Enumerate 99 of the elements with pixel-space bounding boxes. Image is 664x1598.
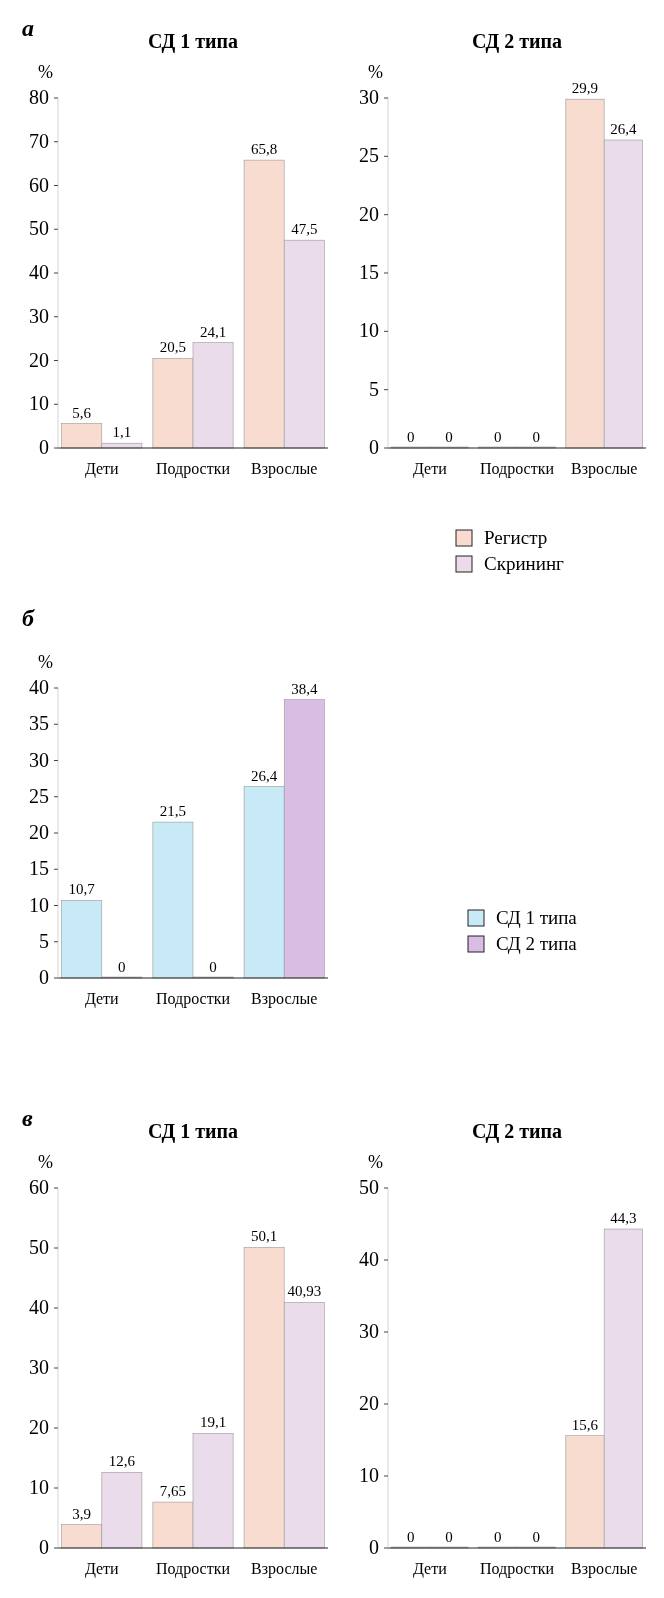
y-tick-label: 30 — [359, 86, 379, 108]
y-tick-label: 0 — [369, 436, 379, 458]
data-label: 47,5 — [291, 221, 318, 238]
x-tick-label: Подростки — [479, 1560, 555, 1578]
y-tick-label: 60 — [29, 1176, 49, 1198]
data-label: 0 — [406, 1529, 415, 1545]
text: a — [22, 15, 34, 41]
y-tick-label: 30 — [29, 748, 49, 771]
legend-label: СД 2 типа — [496, 933, 578, 954]
y-tick-label: 20 — [29, 1416, 49, 1438]
y-tick-label: 40 — [29, 1296, 49, 1318]
y-axis-title: % — [38, 1152, 53, 1172]
x-tick-label: Взрослые — [571, 460, 638, 478]
y-tick-label: 20 — [359, 1392, 379, 1414]
y-tick-label: 0 — [39, 966, 49, 988]
y-tick-label: 10 — [29, 392, 49, 415]
y-tick-label: 25 — [29, 784, 49, 807]
data-label: 38,4 — [291, 680, 318, 697]
data-label: 1,1 — [112, 424, 132, 441]
data-label: 0 — [406, 429, 415, 445]
chart-title: СД 1 типа — [147, 1120, 239, 1143]
x-tick-label: Взрослые — [571, 1560, 638, 1578]
data-label: 21,5 — [159, 803, 187, 820]
chart-title: СД 1 типа — [147, 30, 239, 53]
x-tick-label: Подростки — [155, 460, 231, 478]
y-tick-label: 40 — [29, 676, 49, 698]
y-axis-title: % — [38, 62, 53, 82]
x-tick-label: Дети — [412, 1560, 448, 1578]
data-label: 44,3 — [610, 1210, 637, 1227]
data-label: 24,1 — [199, 323, 227, 340]
data-label: 50,1 — [251, 1228, 278, 1245]
y-tick-label: 30 — [29, 1356, 49, 1378]
y-tick-label: 15 — [29, 857, 49, 880]
data-label: 10,7 — [68, 881, 96, 898]
chart-title: СД 2 типа — [471, 1120, 563, 1143]
data-label: 3,9 — [72, 1505, 92, 1522]
data-label: 0 — [494, 429, 502, 445]
x-tick-label: Дети — [84, 1560, 120, 1578]
y-tick-label: 10 — [359, 1464, 379, 1486]
y-tick-label: 5 — [369, 377, 379, 400]
x-tick-label: Подростки — [155, 990, 231, 1008]
data-label: 29,9 — [571, 80, 599, 97]
legend-label: СД 1 типа — [496, 907, 578, 928]
x-tick-label: Дети — [84, 990, 120, 1008]
data-label: 0 — [532, 429, 540, 445]
data-label: 7,65 — [159, 1483, 187, 1500]
x-tick-label: Подростки — [155, 1560, 231, 1578]
legend-label: Регистр — [484, 527, 548, 548]
data-label: 0 — [494, 1529, 502, 1545]
x-tick-label: Дети — [412, 460, 448, 478]
y-axis-title: % — [368, 62, 383, 82]
y-tick-label: 30 — [359, 1320, 379, 1342]
text: в — [22, 1105, 33, 1131]
x-tick-label: Дети — [84, 460, 120, 478]
y-tick-label: 0 — [39, 1536, 49, 1558]
data-label: 40,93 — [287, 1283, 322, 1300]
y-tick-label: 5 — [39, 929, 49, 952]
data-label: 0 — [532, 1529, 540, 1545]
y-tick-label: 50 — [29, 217, 49, 240]
chart-title: СД 2 типа — [471, 30, 563, 53]
x-tick-label: Подростки — [479, 460, 555, 478]
data-label: 26,4 — [610, 121, 637, 137]
y-axis-title: % — [38, 652, 53, 672]
data-label: 0 — [445, 429, 453, 445]
y-tick-label: 40 — [29, 261, 49, 283]
data-label: 20,5 — [159, 339, 187, 356]
y-tick-label: 20 — [359, 202, 379, 225]
data-label: 0 — [118, 959, 126, 975]
data-label: 65,8 — [251, 141, 278, 158]
data-label: 26,4 — [251, 767, 278, 784]
legend-label: Скрининг — [484, 553, 565, 574]
x-tick-label: Взрослые — [251, 460, 318, 478]
data-label: 19,1 — [199, 1414, 227, 1431]
text: б — [22, 605, 35, 631]
y-tick-label: 50 — [359, 1176, 379, 1198]
data-label: 15,6 — [571, 1416, 599, 1433]
data-label: 5,6 — [72, 404, 92, 421]
data-label: 0 — [209, 959, 217, 975]
x-tick-label: Взрослые — [251, 990, 318, 1008]
y-tick-label: 20 — [29, 348, 49, 371]
y-axis-title: % — [368, 1152, 383, 1172]
y-tick-label: 15 — [359, 261, 379, 283]
y-tick-label: 40 — [359, 1248, 379, 1270]
y-tick-label: 25 — [359, 144, 379, 167]
y-tick-label: 0 — [39, 436, 49, 458]
y-tick-label: 30 — [29, 304, 49, 327]
y-tick-label: 35 — [29, 712, 49, 735]
y-tick-label: 80 — [29, 86, 49, 108]
y-tick-label: 0 — [369, 1536, 379, 1558]
y-tick-label: 50 — [29, 1236, 49, 1258]
y-tick-label: 10 — [359, 319, 379, 342]
data-label: 0 — [445, 1529, 453, 1545]
y-tick-label: 20 — [29, 821, 49, 843]
y-tick-label: 60 — [29, 173, 49, 196]
x-tick-label: Взрослые — [251, 1560, 318, 1578]
y-tick-label: 10 — [29, 893, 49, 916]
y-tick-label: 70 — [29, 129, 49, 152]
y-tick-label: 10 — [29, 1476, 49, 1498]
data-label: 12,6 — [108, 1453, 136, 1470]
